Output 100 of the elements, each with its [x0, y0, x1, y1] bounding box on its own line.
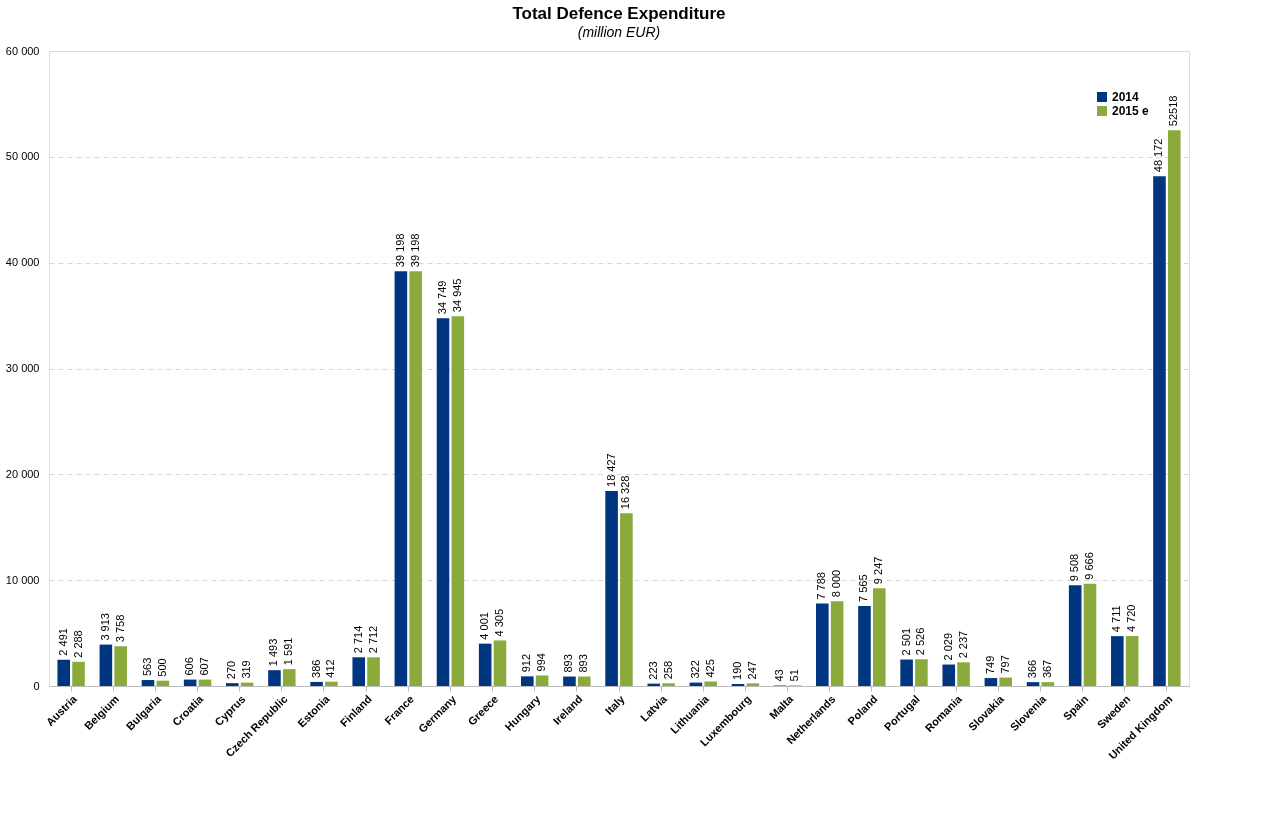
bar: [605, 490, 618, 686]
data-label: 749: [983, 655, 996, 675]
data-label: 2 237: [956, 630, 969, 659]
data-label: 270: [225, 660, 238, 680]
y-tick-label: 10 000: [5, 573, 40, 586]
y-tick-label: 30 000: [5, 362, 40, 374]
data-label: 1 591: [282, 637, 295, 666]
y-tick-label: 20 000: [5, 467, 40, 480]
data-label: 43: [773, 669, 786, 682]
data-label: 607: [197, 657, 210, 676]
chart-title: Total Defence Expenditure: [512, 4, 726, 23]
data-label: 258: [661, 660, 674, 680]
data-label: 606: [183, 657, 196, 676]
bar: [268, 670, 281, 686]
data-label: 4 711: [1110, 605, 1123, 633]
data-label: 9 247: [872, 556, 885, 585]
data-label: 367: [1040, 659, 1053, 679]
data-label: 319: [240, 660, 253, 679]
data-label: 8 000: [830, 569, 843, 598]
data-label: 322: [688, 660, 701, 679]
data-label: 39 198: [393, 233, 406, 268]
y-tick-label: 60 000: [5, 44, 40, 57]
data-label: 2 526: [914, 627, 927, 656]
legend-label: 2015 e: [1112, 104, 1150, 118]
bar: [521, 676, 534, 686]
data-label: 1 493: [267, 638, 280, 667]
bar: [999, 677, 1012, 686]
data-label: 2 029: [941, 633, 954, 661]
data-label: 797: [998, 655, 1011, 674]
data-label: 190: [731, 661, 744, 680]
data-label: 39 198: [408, 233, 421, 268]
data-label: 412: [324, 659, 337, 678]
bar: [451, 316, 465, 686]
bar: [620, 513, 633, 686]
data-label: 4 720: [1125, 604, 1138, 633]
bar: [942, 664, 956, 686]
data-label: 9 666: [1082, 552, 1095, 580]
bar: [57, 659, 71, 686]
data-label: 48 172: [1152, 138, 1165, 173]
bar: [577, 676, 591, 686]
bar: [310, 681, 323, 686]
bar: [662, 683, 675, 686]
bar: [704, 681, 717, 686]
bar: [816, 603, 829, 686]
bar: [99, 644, 113, 686]
bar: [1083, 583, 1097, 686]
data-label: 9 508: [1068, 553, 1081, 582]
bar: [352, 657, 366, 686]
data-label: 912: [520, 653, 533, 673]
data-label: 500: [155, 658, 168, 677]
bar: [1111, 636, 1124, 686]
bar: [872, 588, 886, 686]
data-label: 223: [646, 661, 659, 680]
bar: [1068, 585, 1082, 686]
data-label: 2 288: [71, 630, 84, 658]
data-label: 2 491: [56, 628, 69, 656]
bar: [1026, 682, 1040, 686]
bar: [367, 657, 380, 686]
data-label: 386: [309, 659, 322, 678]
data-label: 893: [562, 654, 575, 673]
bar: [394, 271, 408, 686]
bar: [900, 659, 913, 686]
data-label: 3 758: [113, 614, 126, 643]
chart-subtitle: (million EUR): [577, 24, 661, 40]
bar: [535, 675, 549, 686]
bar: [858, 605, 871, 686]
bar: [72, 661, 85, 686]
y-tick-label: 0: [33, 679, 40, 692]
bar: [1125, 636, 1139, 686]
data-label: 4 001: [478, 612, 491, 640]
data-label: 2 714: [351, 625, 364, 654]
data-label: 51: [787, 669, 800, 682]
bar: [226, 683, 239, 686]
bar: [957, 662, 970, 686]
bar: [1041, 682, 1055, 686]
data-label: 425: [703, 659, 716, 678]
bar: [1153, 176, 1166, 686]
data-label: 7 788: [815, 572, 828, 600]
legend-label: 2014: [1112, 90, 1140, 104]
data-label: 7 565: [857, 574, 870, 602]
bar: [493, 640, 507, 686]
data-label: 34 749: [436, 280, 449, 315]
data-label: 893: [577, 654, 590, 673]
bar: [984, 678, 998, 686]
bar: [563, 676, 576, 686]
data-label: 16 328: [619, 475, 632, 510]
bar: [1167, 130, 1181, 686]
data-label: 18 427: [604, 453, 617, 487]
bar: [915, 659, 928, 686]
data-label: 2 501: [899, 628, 912, 656]
data-label: 52518: [1167, 95, 1180, 127]
bar: [282, 669, 296, 686]
bar: [731, 683, 745, 686]
bar: [436, 318, 450, 686]
data-label: 3 913: [98, 613, 111, 641]
y-tick-label: 40 000: [5, 256, 40, 269]
bar: [478, 643, 492, 686]
bar: [156, 680, 170, 686]
bar: [141, 680, 155, 686]
data-label: 994: [535, 653, 548, 672]
